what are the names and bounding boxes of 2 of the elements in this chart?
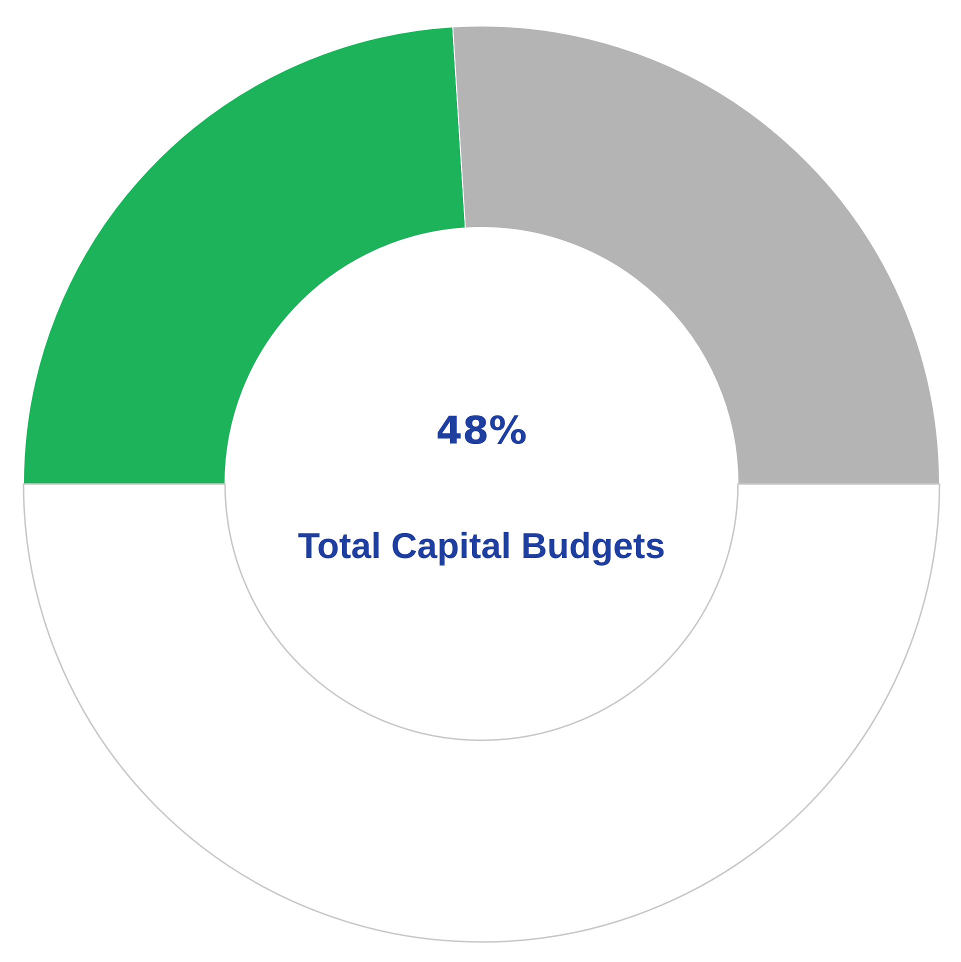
text: 48% (436, 408, 527, 452)
text: Total Capital Budgets (298, 525, 666, 566)
